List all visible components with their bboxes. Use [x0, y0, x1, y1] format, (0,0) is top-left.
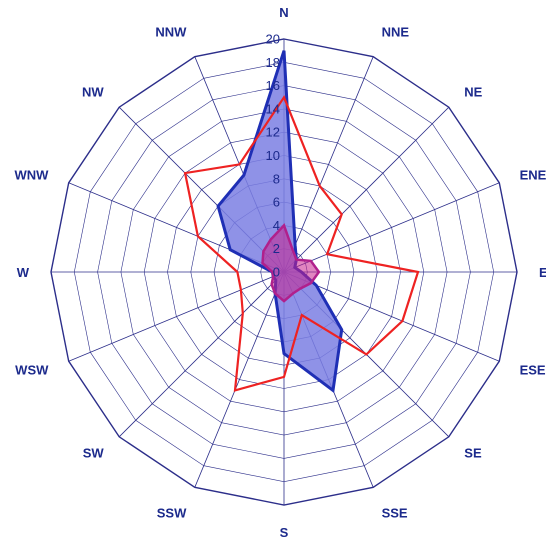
radial-tick-label: 18	[266, 55, 280, 70]
grid-spoke-wsw	[68, 271, 285, 362]
radial-tick-label: 4	[273, 218, 280, 233]
direction-label-sse: SSE	[382, 506, 408, 521]
direction-label-wsw: WSW	[15, 363, 49, 378]
radial-tick-label: 10	[266, 148, 280, 163]
series-2-polygon	[183, 94, 420, 392]
direction-label-nw: NW	[82, 85, 104, 100]
grid-spoke-ese	[283, 271, 500, 362]
grid-spoke-ne	[283, 106, 450, 273]
grid-spoke-ene	[283, 182, 500, 273]
direction-label-ene: ENE	[520, 167, 546, 182]
radial-tick-label: 20	[266, 32, 280, 47]
series-layer	[183, 50, 420, 394]
direction-labels: N NNE NE ENE E ESE SE SSE S SSW SW WSW W WNW NW NNW	[14, 5, 546, 540]
direction-label-nnw: NNW	[155, 24, 187, 39]
radial-tick-label: 6	[273, 195, 280, 210]
radial-tick-label: 8	[273, 171, 280, 186]
direction-label-nne: NNE	[382, 24, 410, 39]
radial-tick-label: 14	[266, 101, 280, 116]
direction-label-ese: ESE	[520, 363, 546, 378]
grid-spoke-ssw	[194, 271, 285, 488]
direction-label-se: SE	[464, 445, 482, 460]
grid-spoke-sw	[118, 271, 285, 438]
direction-label-ssw: SSW	[157, 506, 187, 521]
grid-spoke-nne	[283, 56, 374, 273]
radial-tick-label: 0	[273, 265, 280, 280]
direction-label-wnw: WNW	[14, 167, 49, 182]
radial-tick-label: 2	[273, 241, 280, 256]
direction-label-e: E	[539, 265, 546, 280]
direction-label-s: S	[280, 525, 289, 540]
radial-tick-label: 16	[266, 78, 280, 93]
direction-label-sw: SW	[83, 445, 105, 460]
radial-tick-labels: 0 2 4 6 8 10 12 14 16 18 20	[266, 32, 280, 280]
direction-label-w: W	[17, 265, 30, 280]
series-3-polygon	[261, 223, 321, 303]
radial-tick-label: 12	[266, 125, 280, 140]
direction-label-n: N	[279, 5, 288, 20]
direction-label-ne: NE	[464, 85, 482, 100]
